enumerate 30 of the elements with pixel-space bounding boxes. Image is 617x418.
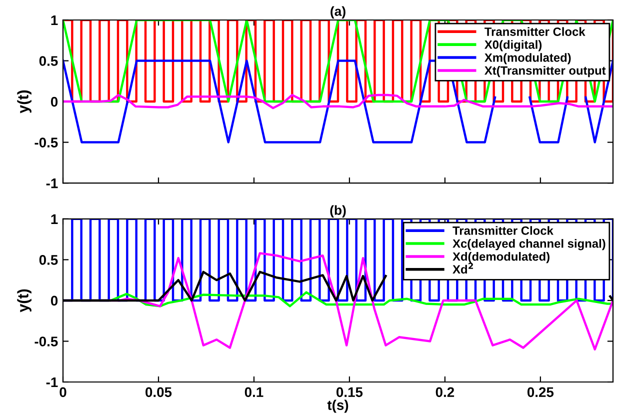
y-tick-label: -1 bbox=[46, 377, 58, 388]
legend-label: Xd(demodulated) bbox=[452, 252, 550, 264]
y-tick-label: 1 bbox=[51, 15, 58, 26]
x-tick-label: 0.1 bbox=[244, 387, 264, 398]
y-tick-label: 0.5 bbox=[39, 56, 58, 66]
y-axis-title: y(t) bbox=[17, 289, 32, 312]
y-tick-label: -0.5 bbox=[34, 336, 58, 346]
x-tick-label: 0.05 bbox=[146, 387, 172, 398]
legend-label: Xd$^{2}$ bbox=[452, 262, 473, 274]
y-axis-title: y(t) bbox=[17, 90, 32, 114]
legend-label: Xm(modulated) bbox=[484, 53, 571, 64]
legend-label: Xc(delayed channel signal) bbox=[452, 239, 606, 250]
x-tick-label: 0.15 bbox=[336, 387, 363, 398]
y-tick-label: -1 bbox=[46, 178, 58, 188]
legend-label: Transmitter Clock bbox=[484, 27, 586, 36]
chart-title: (b) bbox=[330, 205, 346, 218]
y-tick-label: 0 bbox=[50, 96, 58, 107]
x-tick-label: 0.25 bbox=[527, 387, 554, 398]
x-axis-title: t(s) bbox=[327, 400, 348, 413]
y-tick-label: 0.5 bbox=[39, 255, 58, 265]
line-series bbox=[63, 94, 613, 110]
x-tick-label: 0 bbox=[60, 387, 66, 398]
x-tick-label: 0.2 bbox=[436, 387, 454, 398]
legend-label: X0(digital) bbox=[484, 40, 542, 52]
y-tick-label: 0 bbox=[50, 296, 58, 306]
legend-label: Transmitter Clock bbox=[452, 226, 554, 235]
y-tick-label: 1 bbox=[51, 214, 58, 224]
chart-title: (a) bbox=[330, 6, 346, 19]
y-tick-label: -0.5 bbox=[34, 138, 58, 148]
legend-label: Xt(Transmitter output bbox=[484, 66, 606, 78]
